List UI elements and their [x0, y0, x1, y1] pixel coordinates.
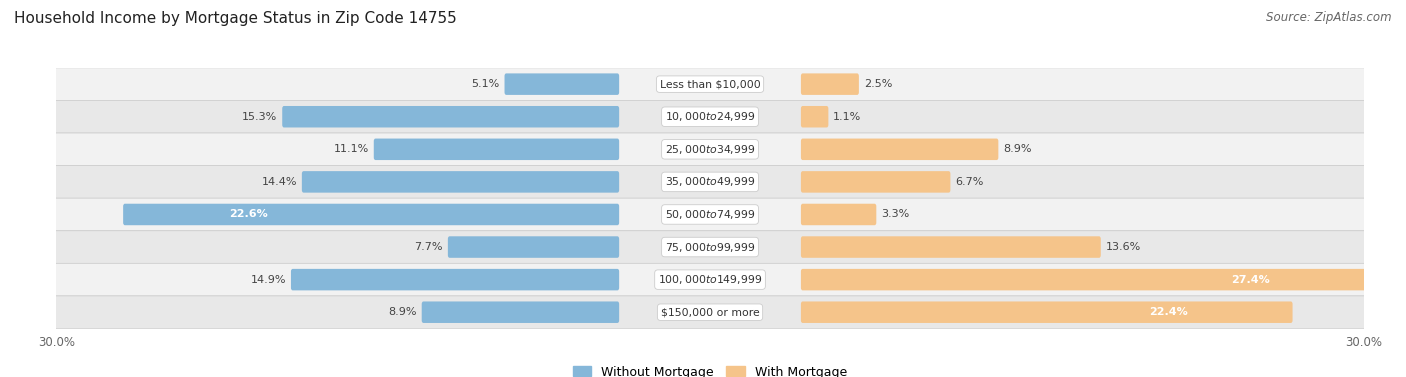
FancyBboxPatch shape — [55, 264, 1365, 296]
FancyBboxPatch shape — [449, 236, 619, 258]
Text: 3.3%: 3.3% — [882, 210, 910, 219]
FancyBboxPatch shape — [302, 171, 619, 193]
FancyBboxPatch shape — [422, 302, 619, 323]
Text: 13.6%: 13.6% — [1105, 242, 1140, 252]
Text: 1.1%: 1.1% — [834, 112, 862, 122]
Text: 11.1%: 11.1% — [333, 144, 368, 154]
Text: $150,000 or more: $150,000 or more — [661, 307, 759, 317]
FancyBboxPatch shape — [55, 68, 1365, 100]
Text: 27.4%: 27.4% — [1232, 274, 1270, 285]
Text: $75,000 to $99,999: $75,000 to $99,999 — [665, 241, 755, 254]
FancyBboxPatch shape — [801, 269, 1402, 290]
FancyBboxPatch shape — [55, 296, 1365, 328]
Text: $25,000 to $34,999: $25,000 to $34,999 — [665, 143, 755, 156]
FancyBboxPatch shape — [801, 171, 950, 193]
Text: $35,000 to $49,999: $35,000 to $49,999 — [665, 175, 755, 188]
Text: $10,000 to $24,999: $10,000 to $24,999 — [665, 110, 755, 123]
FancyBboxPatch shape — [283, 106, 619, 127]
Text: $100,000 to $149,999: $100,000 to $149,999 — [658, 273, 762, 286]
FancyBboxPatch shape — [55, 166, 1365, 198]
FancyBboxPatch shape — [55, 198, 1365, 231]
Text: 7.7%: 7.7% — [415, 242, 443, 252]
Text: 5.1%: 5.1% — [471, 79, 499, 89]
FancyBboxPatch shape — [801, 74, 859, 95]
Text: 8.9%: 8.9% — [1002, 144, 1032, 154]
FancyBboxPatch shape — [55, 133, 1365, 166]
Text: 8.9%: 8.9% — [388, 307, 418, 317]
Text: 15.3%: 15.3% — [242, 112, 277, 122]
FancyBboxPatch shape — [374, 139, 619, 160]
Text: 22.4%: 22.4% — [1149, 307, 1188, 317]
FancyBboxPatch shape — [801, 204, 876, 225]
FancyBboxPatch shape — [55, 231, 1365, 264]
FancyBboxPatch shape — [801, 106, 828, 127]
FancyBboxPatch shape — [291, 269, 619, 290]
Text: 22.6%: 22.6% — [229, 210, 267, 219]
Text: 2.5%: 2.5% — [863, 79, 891, 89]
FancyBboxPatch shape — [801, 139, 998, 160]
Text: 6.7%: 6.7% — [955, 177, 984, 187]
FancyBboxPatch shape — [124, 204, 619, 225]
FancyBboxPatch shape — [505, 74, 619, 95]
Text: 14.4%: 14.4% — [262, 177, 297, 187]
Text: $50,000 to $74,999: $50,000 to $74,999 — [665, 208, 755, 221]
Text: 14.9%: 14.9% — [250, 274, 287, 285]
FancyBboxPatch shape — [801, 236, 1101, 258]
Text: Less than $10,000: Less than $10,000 — [659, 79, 761, 89]
Text: Source: ZipAtlas.com: Source: ZipAtlas.com — [1267, 11, 1392, 24]
Text: Household Income by Mortgage Status in Zip Code 14755: Household Income by Mortgage Status in Z… — [14, 11, 457, 26]
FancyBboxPatch shape — [801, 302, 1292, 323]
FancyBboxPatch shape — [55, 100, 1365, 133]
Legend: Without Mortgage, With Mortgage: Without Mortgage, With Mortgage — [568, 360, 852, 377]
